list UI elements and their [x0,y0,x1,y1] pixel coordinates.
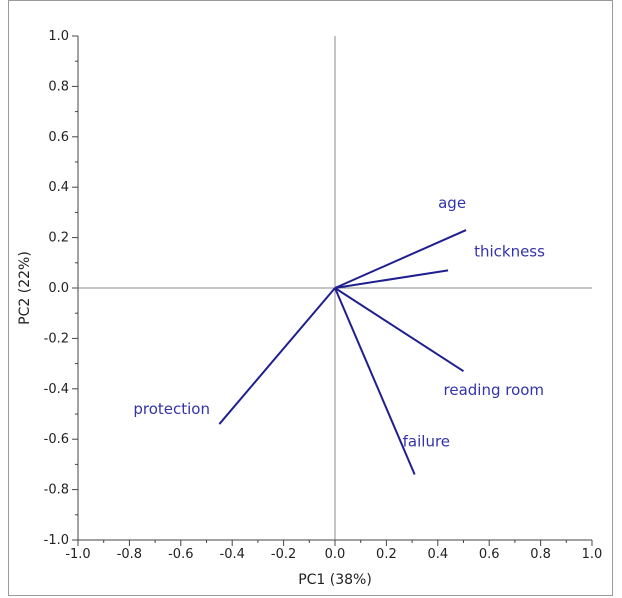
y-tick-label: -0.4 [44,382,69,397]
x-tick-label: -0.4 [220,547,245,562]
vector-thickness [334,269,449,289]
x-tick-label: 1.0 [582,547,603,562]
y-tick-label: -0.8 [44,483,69,498]
x-tick-label: -0.8 [117,547,142,562]
y-tick-label: 0.8 [48,79,69,94]
vector-failure [334,287,416,475]
y-axis-title: PC2 (22%) [17,251,33,325]
x-tick-label: 0.4 [427,547,448,562]
x-tick-label: -0.6 [168,547,193,562]
y-tick-label: -0.6 [44,432,69,447]
axes: -1.0 -0.8 -0.6 -0.4 -0.2 0.0 0.2 0.4 0.6 0.8 1.0 1.… [44,29,603,562]
y-tick-label: -0.2 [44,331,69,346]
vector-labels: age thickness reading room failure protectio… [133,194,545,450]
vector-age [334,229,467,289]
vector-label-reading-room: reading room [444,381,545,399]
y-tick-label: 0.4 [48,180,69,195]
y-tick-label: 1.0 [48,29,69,44]
vectors [218,229,467,475]
vector-protection [218,287,336,425]
x-tick-label: 0.0 [325,547,346,562]
vector-label-protection: protection [133,400,210,418]
vector-label-age: age [438,194,466,212]
chart-frame [8,0,613,596]
x-axis-title: PC1 (38%) [298,572,372,588]
x-tick-label: -1.0 [65,547,90,562]
x-tick-label: -0.2 [271,547,296,562]
y-tick-label: -1.0 [44,533,69,548]
y-tick-label: 0.0 [48,281,69,296]
vector-label-thickness: thickness [474,242,545,260]
vector-label-failure: failure [403,432,450,450]
y-tick-label: 0.2 [48,231,69,246]
x-tick-label: 0.8 [530,547,551,562]
y-tick-label: 0.6 [48,130,69,145]
x-tick-label: 0.2 [376,547,397,562]
x-tick-label: 0.6 [479,547,500,562]
vector-reading-room [334,287,465,372]
